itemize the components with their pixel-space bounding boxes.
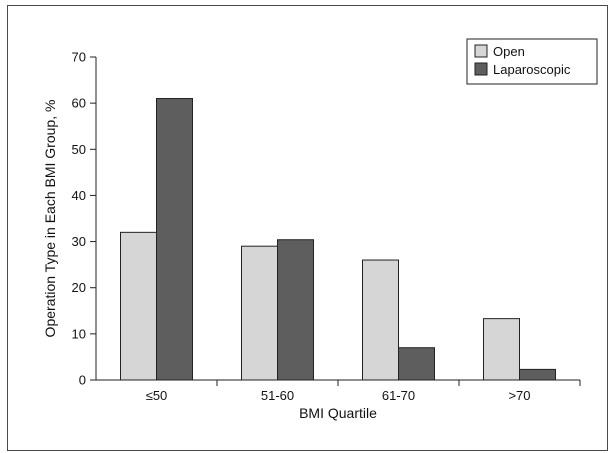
- x-tick-label: >70: [508, 388, 530, 403]
- x-axis-title: BMI Quartile: [299, 405, 377, 421]
- bar-laparoscopic-1: [156, 98, 193, 381]
- bar-laparoscopic-4: [519, 368, 556, 381]
- legend-box: [466, 38, 598, 85]
- legend-swatch-laparoscopic: [474, 62, 488, 76]
- y-tick-label: 10: [72, 326, 86, 341]
- y-tick-label: 60: [72, 96, 86, 111]
- bar-laparoscopic-3: [398, 347, 435, 381]
- bar-laparoscopic-2: [277, 239, 314, 381]
- y-tick-label: 50: [72, 142, 86, 157]
- x-tick-label: 51-60: [261, 388, 294, 403]
- x-tick-label: 61-70: [382, 388, 415, 403]
- bars-layer: [120, 98, 556, 381]
- y-axis-title: Operation Type in Each BMI Group, %: [42, 100, 58, 338]
- legend-items: Open Laparoscopic: [474, 44, 571, 77]
- y-tick-label: 70: [72, 50, 86, 65]
- legend-label-laparoscopic: Laparoscopic: [493, 62, 571, 77]
- y-tick-label: 40: [72, 188, 86, 203]
- legend: Open Laparoscopic: [466, 38, 598, 85]
- axes-layer: 0 10 20 30 40 50 60 70 ≤50 51-60 61-70 >70: [72, 50, 581, 403]
- bar-open-3: [362, 259, 399, 381]
- bar-open-1: [120, 231, 157, 381]
- y-tick-label: 20: [72, 280, 86, 295]
- y-tick-label: 0: [79, 373, 86, 388]
- y-tick-label: 30: [72, 234, 86, 249]
- bar-open-2: [241, 245, 278, 381]
- bar-open-4: [483, 318, 520, 381]
- x-tick-label: ≤50: [146, 388, 168, 403]
- legend-label-open: Open: [493, 44, 525, 59]
- legend-swatch-open: [474, 44, 488, 58]
